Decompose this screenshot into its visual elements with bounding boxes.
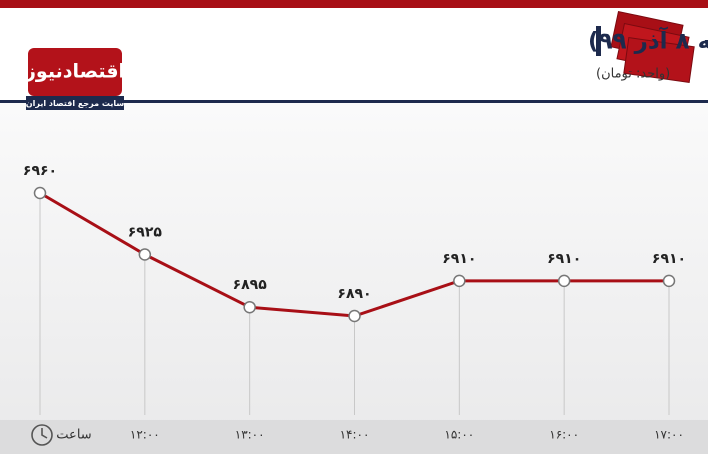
data-label: ۶۸۹۰ (337, 286, 371, 302)
chart-subtitle: (واحد: تومان) (596, 67, 670, 82)
data-point (557, 274, 571, 288)
x-tick-label: ۱۲:۰۰ (130, 428, 160, 442)
data-point (243, 300, 256, 314)
x-tick-label: ۱۵:۰۰ (444, 428, 474, 442)
logo-tagline-box (26, 96, 124, 110)
x-tick-label: ۱۷:۰۰ (654, 428, 684, 442)
title-bar (596, 26, 601, 56)
logo-tagline: سایت مرجع اقتصاد ایران (26, 99, 125, 108)
clock-hands (41, 428, 48, 439)
footer-bar (0, 420, 708, 454)
header-rule (0, 100, 708, 103)
clock-icon (31, 424, 53, 446)
x-axis-label: ساعت (56, 428, 91, 443)
data-label: ۶۹۱۰ (652, 251, 686, 267)
money-icon (610, 10, 695, 83)
data-label: ۶۹۲۵ (128, 225, 163, 241)
data-point (348, 309, 361, 323)
x-tick-label: ۱۶:۰۰ (549, 428, 579, 442)
top-strip (0, 0, 708, 8)
data-point (453, 274, 466, 288)
logo-text: اقتصادنیوز (24, 61, 125, 83)
logo-box (28, 48, 122, 96)
data-label: ۶۹۱۰ (442, 251, 476, 267)
data-point (33, 186, 47, 200)
data-label: ۶۸۹۵ (233, 277, 268, 293)
data-point (138, 248, 152, 261)
x-tick-label: ۱۴:۰۰ (340, 428, 370, 442)
data-point (662, 274, 676, 288)
x-tick-label: ۱۳:۰۰ (235, 428, 265, 442)
data-label: ۶۹۶۰ (23, 163, 57, 179)
data-label: ۶۹۱۰ (547, 251, 581, 267)
plot: ۶۹۶۰ ۶۹۲۵ ۱۲:۰۰ ۶۸۹۵ ۱۳:۰۰ ۶۸۹۰ ۱۴:۰۰ ۶۹۱۰ ۱۵:۰۰… (23, 163, 686, 442)
chart-title: روند بهای درهم (شنبه ۸ آذر ۹۹) (588, 26, 708, 55)
